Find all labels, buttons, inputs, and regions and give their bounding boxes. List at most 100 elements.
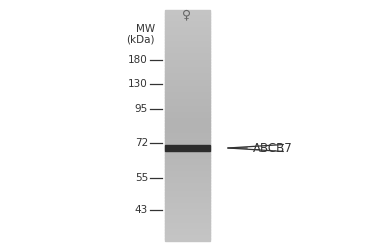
Bar <box>165 106 210 109</box>
Bar <box>165 99 210 101</box>
Bar <box>165 172 210 174</box>
Bar <box>165 216 210 218</box>
Bar <box>165 191 210 193</box>
Bar <box>165 120 210 122</box>
Bar <box>165 67 210 69</box>
Bar <box>165 117 210 119</box>
Bar <box>165 148 210 150</box>
Text: 130: 130 <box>128 79 148 89</box>
Bar <box>165 36 210 38</box>
Bar <box>165 84 210 86</box>
Bar <box>165 232 210 234</box>
Bar <box>165 21 210 23</box>
Text: MW: MW <box>136 24 155 34</box>
Bar <box>165 60 210 63</box>
Bar <box>165 116 210 118</box>
Bar <box>165 33 210 35</box>
Bar <box>165 192 210 194</box>
Bar <box>165 209 210 211</box>
Bar <box>165 234 210 236</box>
Bar <box>165 202 210 204</box>
Bar <box>165 50 210 52</box>
Bar <box>165 80 210 82</box>
Bar <box>165 168 210 170</box>
Bar <box>165 85 210 87</box>
Bar <box>165 12 210 14</box>
Bar <box>165 108 210 110</box>
Bar <box>165 71 210 73</box>
Bar <box>165 98 210 100</box>
Bar <box>165 200 210 202</box>
Bar <box>165 177 210 179</box>
Text: 180: 180 <box>128 55 148 65</box>
Bar <box>165 136 210 138</box>
Bar <box>165 24 210 26</box>
Text: (kDa): (kDa) <box>127 35 155 45</box>
Text: 72: 72 <box>135 138 148 148</box>
Bar <box>165 170 210 172</box>
Bar <box>165 41 210 43</box>
Bar <box>165 124 210 126</box>
Bar <box>165 211 210 213</box>
Bar <box>165 110 210 112</box>
Text: ABCB7: ABCB7 <box>253 142 293 154</box>
Bar <box>165 197 210 199</box>
Bar <box>165 22 210 24</box>
Bar <box>165 163 210 165</box>
Bar <box>165 179 210 181</box>
Bar <box>165 208 210 210</box>
Bar <box>165 228 210 230</box>
Bar <box>165 198 210 201</box>
Bar <box>165 48 210 50</box>
Bar <box>165 119 210 121</box>
Bar <box>165 238 210 240</box>
Bar <box>165 16 210 18</box>
Bar <box>165 58 210 59</box>
Bar <box>165 186 210 188</box>
Bar <box>165 114 210 116</box>
Bar <box>165 70 210 72</box>
Bar <box>165 54 210 56</box>
Bar <box>165 39 210 41</box>
Bar <box>165 185 210 187</box>
Bar <box>165 30 210 32</box>
Bar <box>165 82 210 84</box>
Bar <box>165 220 210 222</box>
Bar <box>165 13 210 15</box>
Bar <box>165 183 210 185</box>
Bar <box>165 88 210 90</box>
Bar <box>165 74 210 76</box>
Bar <box>165 226 210 228</box>
Bar <box>165 222 210 224</box>
Bar <box>165 223 210 225</box>
Bar <box>165 145 210 147</box>
Bar <box>165 190 210 192</box>
Bar <box>165 176 210 178</box>
Bar <box>165 53 210 55</box>
Bar <box>165 166 210 168</box>
Bar <box>165 25 210 27</box>
Bar <box>165 64 210 66</box>
Bar <box>165 180 210 182</box>
Bar <box>165 96 210 98</box>
Bar <box>165 196 210 198</box>
Bar <box>165 79 210 81</box>
Bar <box>165 214 210 216</box>
Bar <box>165 146 210 148</box>
Bar <box>165 218 210 220</box>
Bar <box>165 102 210 104</box>
Bar <box>165 128 210 130</box>
Bar <box>165 90 210 92</box>
Bar <box>165 174 210 176</box>
Bar <box>165 188 210 190</box>
Bar <box>165 156 210 158</box>
Bar <box>165 34 210 36</box>
Bar <box>165 205 210 207</box>
Bar <box>165 111 210 113</box>
Bar <box>165 182 210 184</box>
Bar <box>165 32 210 34</box>
Bar <box>165 217 210 219</box>
Bar <box>165 38 210 40</box>
Text: ♀: ♀ <box>182 8 192 21</box>
Bar <box>165 18 210 20</box>
